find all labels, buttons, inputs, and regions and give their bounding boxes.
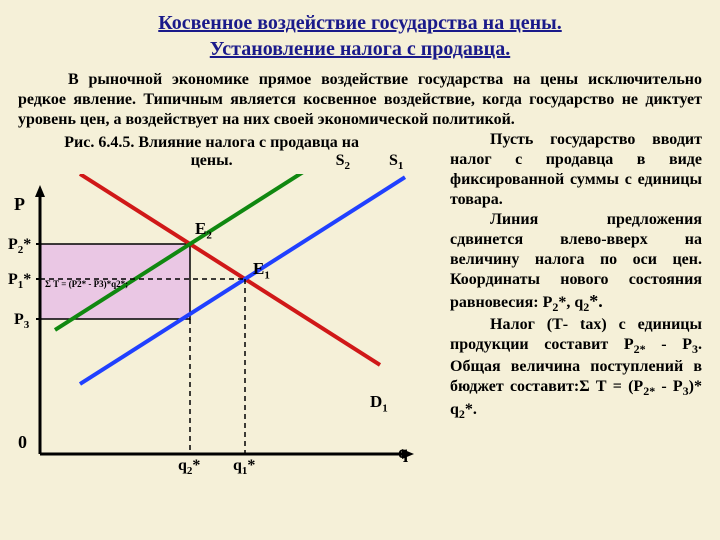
intro-text: В рыночной экономике прямое воздействие …	[0, 62, 720, 130]
chart-container: Рис. 6.4.5. Влияние налога с продавца на…	[0, 130, 440, 484]
title-line2: Установление налога с продавца.	[210, 38, 510, 60]
p3-label: Р3	[14, 311, 29, 331]
y-axis-label: Р	[14, 194, 25, 215]
chart: Р Р2* Р1* Р3 0 q2* q1* q Е2 Е1 D1 Σ T = …	[0, 174, 420, 484]
p1-label: Р1*	[8, 271, 31, 291]
x-axis-label: q	[398, 442, 408, 463]
e2-label: Е2	[195, 219, 212, 241]
e1-label: Е1	[253, 259, 270, 281]
r-p1: Пусть государство вводит налог с продавц…	[450, 131, 702, 208]
sigma-formula: Σ T = (Р2* - Р3)*q2*;	[45, 279, 128, 289]
q1-label: q1*	[233, 457, 255, 477]
d1-label: D1	[370, 392, 388, 414]
p2-label: Р2*	[8, 236, 31, 256]
origin-label: 0	[18, 432, 27, 453]
q2-label: q2*	[178, 457, 200, 477]
chart-caption: Рис. 6.4.5. Влияние налога с продавца на…	[0, 130, 440, 174]
right-column: Пусть государство вводит налог с продавц…	[450, 130, 702, 422]
title-line1: Косвенное воздействие государства на цен…	[158, 12, 562, 34]
